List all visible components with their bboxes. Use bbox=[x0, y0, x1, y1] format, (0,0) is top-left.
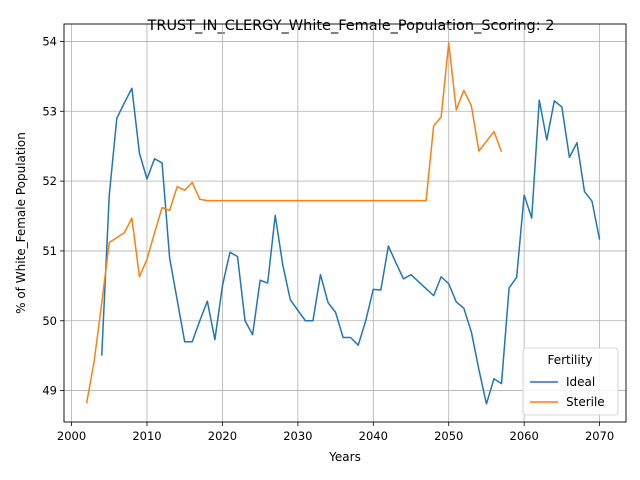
chart-title: TRUST_IN_CLERGY_White_Female_Population_… bbox=[147, 18, 555, 34]
series-group bbox=[85, 42, 601, 405]
y-tick-label: 51 bbox=[42, 244, 57, 258]
x-axis-label: Years bbox=[328, 450, 361, 464]
plot-frame bbox=[63, 23, 627, 423]
x-tick-label: 2060 bbox=[510, 429, 539, 443]
x-tick-label: 2040 bbox=[359, 429, 388, 443]
legend-title: Fertility bbox=[547, 353, 592, 367]
x-tick-label: 2070 bbox=[585, 429, 614, 443]
y-axis-label: % of White_Female Population bbox=[14, 132, 28, 314]
legend-label-ideal: Ideal bbox=[566, 375, 595, 389]
series-line-sterile bbox=[85, 42, 503, 404]
y-tick-label: 49 bbox=[42, 384, 57, 398]
y-axis: 49 50 51 52 53 54 bbox=[42, 34, 64, 398]
x-tick-label: 2030 bbox=[283, 429, 312, 443]
x-tick-label: 2000 bbox=[57, 429, 86, 443]
x-tick-label: 2010 bbox=[132, 429, 161, 443]
y-tick-label: 54 bbox=[42, 34, 57, 48]
x-tick-label: 2050 bbox=[434, 429, 463, 443]
grid bbox=[64, 24, 626, 422]
legend-label-sterile: Sterile bbox=[566, 395, 605, 409]
x-axis: 2000 2010 2020 2030 2040 2050 2060 2070 bbox=[57, 422, 614, 443]
y-tick-label: 53 bbox=[42, 104, 57, 118]
series-line-ideal bbox=[100, 87, 601, 405]
legend: Fertility Ideal Sterile bbox=[522, 347, 619, 416]
y-tick-label: 50 bbox=[42, 314, 57, 328]
legend-box bbox=[522, 347, 619, 416]
y-tick-label: 52 bbox=[42, 174, 57, 188]
x-tick-label: 2020 bbox=[208, 429, 237, 443]
